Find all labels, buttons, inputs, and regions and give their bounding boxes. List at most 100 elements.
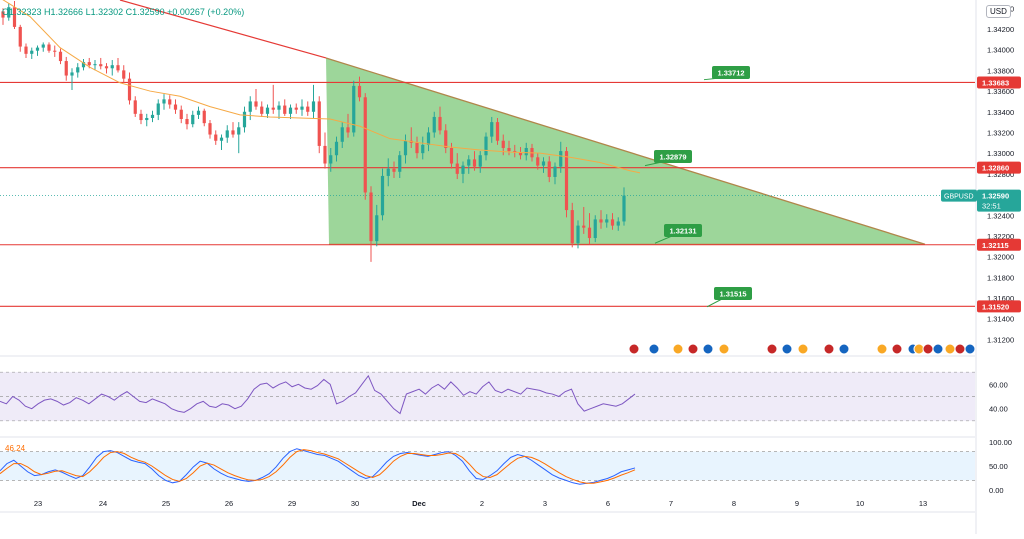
candle-body — [449, 147, 454, 164]
price-tick-label: 1.31400 — [987, 315, 1014, 324]
stoch-d-line — [0, 449, 636, 484]
candle-body — [104, 66, 109, 69]
triangle-upper-edge — [325, 57, 926, 245]
candle-body — [605, 219, 609, 223]
candle-body — [64, 61, 68, 76]
candle-body — [156, 103, 160, 115]
candle-body — [265, 107, 270, 114]
candle-body — [225, 130, 229, 138]
candle-body — [35, 47, 40, 51]
time-tick-label: 30 — [351, 499, 359, 508]
candle-body — [553, 166, 557, 177]
candle-body — [386, 168, 390, 176]
price-tick-label: 1.32400 — [987, 211, 1014, 220]
candle-body — [168, 99, 172, 105]
price-tick-label: 1.32000 — [987, 253, 1014, 262]
stoch-tick-label: 0.00 — [989, 486, 1004, 495]
candle-body — [472, 159, 477, 167]
candle-body — [7, 7, 11, 18]
callout-label: 1.31515 — [719, 290, 746, 299]
event-flag-icon — [718, 343, 730, 355]
candle-body — [139, 113, 143, 121]
currency-badge[interactable]: USD — [986, 5, 1011, 18]
callout-connector — [706, 298, 723, 308]
time-tick-label: 29 — [288, 499, 296, 508]
price-tick-label: 1.31600 — [987, 294, 1014, 303]
stoch-k-line — [0, 448, 636, 485]
event-flag-icon — [823, 343, 835, 355]
time-tick-label: 7 — [669, 499, 673, 508]
event-flag-icon — [838, 343, 850, 355]
candle-body — [432, 116, 436, 133]
candle-body — [323, 145, 327, 164]
candle-body — [576, 225, 580, 244]
candle-body — [375, 215, 379, 242]
callout-box — [654, 150, 692, 163]
candle-body — [536, 157, 540, 166]
level-price-tag — [977, 161, 1021, 174]
candle-body — [214, 134, 218, 141]
callout-connector — [654, 235, 673, 244]
candle-body — [127, 78, 132, 101]
candle-body — [587, 227, 592, 239]
candle-body — [191, 114, 195, 125]
candle-body — [334, 141, 339, 156]
candle-body — [283, 105, 287, 114]
symbol-tag-label: GBPUSD — [944, 194, 974, 201]
rsi-tick-label: 60.00 — [989, 380, 1008, 389]
price-tick-label: 1.33600 — [987, 87, 1014, 96]
candle-body — [99, 64, 103, 67]
candle-body — [357, 85, 362, 98]
candle-body — [237, 127, 241, 135]
candle-body — [260, 106, 264, 114]
current-price-tag — [977, 189, 1021, 212]
candle-body — [570, 210, 574, 244]
level-price-label: 1.32860 — [982, 164, 1009, 173]
candle-body — [24, 46, 28, 54]
candle-body — [133, 100, 137, 114]
candle-body — [426, 132, 431, 145]
candle-body — [110, 65, 114, 69]
time-tick-label: 23 — [34, 499, 42, 508]
price-tick-label: 1.34000 — [987, 46, 1014, 55]
candle-body — [518, 152, 523, 156]
candle-body — [507, 147, 511, 152]
candle-body — [41, 44, 45, 48]
candle-body — [329, 155, 333, 164]
event-flag-icon — [766, 343, 778, 355]
event-flag-icon — [922, 343, 934, 355]
candle-body — [58, 51, 63, 62]
event-flag-icon — [932, 343, 944, 355]
candle-body — [300, 106, 304, 110]
candle-body — [484, 136, 488, 156]
stoch-tick-label: 100.00 — [989, 438, 1012, 447]
candle-body — [524, 147, 528, 156]
price-tick-label: 1.33200 — [987, 128, 1014, 137]
candle-body — [582, 225, 586, 228]
level-price-tag — [977, 238, 1021, 251]
candle-body — [593, 219, 597, 239]
candle-body — [455, 163, 459, 174]
candle-body — [81, 62, 86, 68]
candle-body — [208, 123, 212, 135]
event-flag-icon — [891, 343, 903, 355]
candle-body — [564, 151, 569, 211]
stoch-tick-label: 50.00 — [989, 462, 1008, 471]
candle-body — [599, 219, 603, 223]
candle-body — [70, 72, 74, 76]
callout-label: 1.32879 — [659, 153, 686, 162]
event-flag-icon — [781, 343, 793, 355]
candle-body — [478, 155, 482, 167]
time-tick-label: 24 — [99, 499, 107, 508]
level-price-label: 1.32115 — [982, 241, 1009, 250]
time-tick-label: 6 — [606, 499, 610, 508]
event-flag-icon — [687, 343, 699, 355]
candle-body — [352, 85, 356, 133]
time-tick-label: Dec — [412, 499, 426, 508]
candle-body — [1, 11, 5, 18]
event-flag-icon — [648, 343, 660, 355]
candle-body — [196, 110, 201, 115]
rsi-tick-label: 40.00 — [989, 405, 1008, 414]
candle-body — [179, 109, 183, 120]
